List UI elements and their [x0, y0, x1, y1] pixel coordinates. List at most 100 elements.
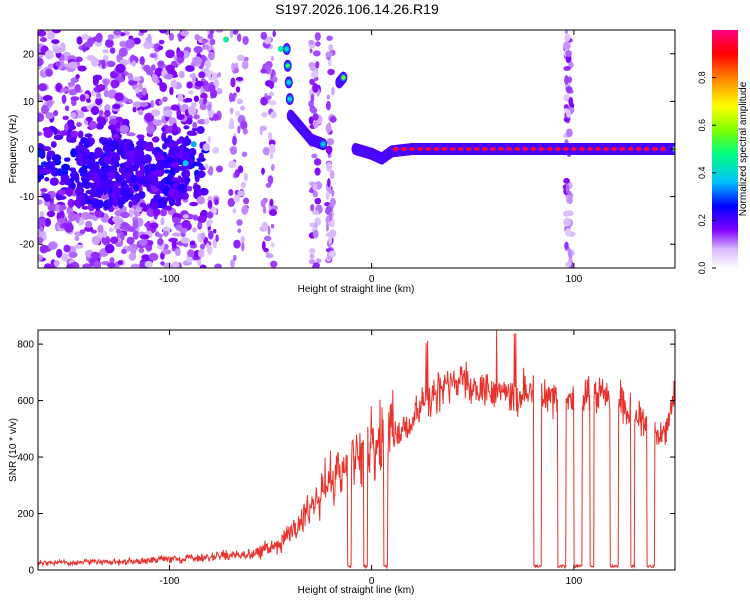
- spectrogram-cell: [163, 109, 173, 117]
- spectrogram-cell: [473, 147, 480, 151]
- spectrogram-cell: [132, 101, 142, 108]
- spectrogram-cell: [193, 189, 202, 198]
- spectrogram-cell: [85, 220, 93, 229]
- spectrogram-cell: [110, 236, 119, 244]
- spectrogram-cell: [312, 262, 321, 268]
- spectrogram-cell: [309, 222, 315, 228]
- spectrogram-cell: [202, 143, 211, 152]
- spectrogram-cell: [237, 33, 242, 42]
- spectrogram-cell: [154, 231, 160, 237]
- spectrogram-cell: [144, 112, 155, 122]
- spectrogram-cell: [132, 162, 140, 170]
- spectrogram-cell: [146, 124, 156, 135]
- spectrogram-cell: [329, 197, 336, 207]
- spectrogram-cell: [627, 147, 634, 151]
- spectrogram-cell: [39, 144, 45, 149]
- spectrogram-cell: [311, 69, 319, 78]
- spectrogram-cell: [284, 46, 289, 52]
- spectrogram-cell: [235, 76, 244, 81]
- spectrogram-cell: [128, 252, 137, 261]
- spectrogram-cell: [148, 252, 159, 261]
- spectrogram-cell: [159, 199, 167, 209]
- spectrogram-cell: [147, 33, 152, 44]
- snr-panel: -100 0 100 0 200 400 600 800 Height of straight…: [8, 329, 676, 596]
- spectrogram-cell: [44, 177, 50, 182]
- spectrogram-ytick-label: 10: [23, 97, 35, 108]
- spectrogram-cell: [81, 196, 87, 206]
- spectrogram-cell: [196, 196, 206, 205]
- spectrogram-cell: [128, 98, 133, 104]
- spectrogram-cell: [106, 60, 116, 68]
- spectrogram-cell: [135, 170, 145, 178]
- spectrogram-cell: [40, 188, 48, 193]
- spectrogram-cell: [177, 175, 182, 184]
- spectrogram-cell: [206, 211, 214, 219]
- spectrogram-cell: [568, 61, 574, 69]
- spectrogram-cell: [261, 221, 269, 230]
- spectrogram-cell: [449, 147, 456, 151]
- spectrogram-cell: [146, 207, 156, 217]
- spectrogram-cell: [270, 242, 275, 248]
- spectrogram-cell: [208, 230, 214, 240]
- spectrogram-cell: [308, 248, 316, 254]
- spectrogram-cell: [325, 223, 329, 232]
- spectrogram-cell: [55, 61, 61, 67]
- spectrogram-cell: [263, 235, 272, 242]
- snr-ytick-label: 600: [17, 396, 34, 407]
- spectrogram-cell: [207, 109, 215, 118]
- spectrogram-cell: [117, 260, 124, 266]
- spectrogram-cell: [76, 181, 83, 191]
- spectrogram-cell: [102, 49, 109, 54]
- spectrogram-cell: [331, 189, 335, 197]
- spectrogram-cell: [151, 169, 161, 178]
- spectrogram-cell: [74, 84, 81, 93]
- spectrogram-cell: [104, 104, 111, 113]
- spectrogram-cell: [206, 244, 213, 255]
- spectrogram-cell: [52, 127, 58, 136]
- spectrogram-cell: [204, 59, 211, 69]
- spectrogram-cell: [213, 228, 217, 234]
- spectrogram-xtick-label: 0: [369, 274, 375, 285]
- spectrogram-cell: [94, 147, 103, 156]
- spectrogram-cell: [563, 217, 572, 227]
- spectrogram-cell: [313, 122, 319, 129]
- spectrogram-cell: [100, 194, 109, 200]
- spectrogram-cell: [538, 147, 545, 151]
- spectrogram-cell: [100, 154, 105, 165]
- spectrogram-cell: [237, 190, 246, 197]
- spectrogram-cell: [126, 132, 136, 137]
- spectrogram-cell: [417, 147, 424, 151]
- spectrogram-cell: [176, 138, 182, 145]
- spectrogram-cell: [565, 261, 572, 268]
- spectrogram-cell: [180, 30, 189, 37]
- spectrogram-cell: [314, 167, 321, 176]
- spectrogram-cell: [38, 30, 47, 37]
- spectrogram-cell: [155, 79, 160, 84]
- colorbar-gradient: [712, 30, 738, 268]
- spectrogram-cell: [567, 196, 573, 205]
- spectrogram-cell: [184, 97, 193, 103]
- snr-ytick-label: 0: [28, 566, 34, 577]
- spectrogram-cell: [57, 189, 67, 196]
- spectrogram-cell: [611, 147, 618, 151]
- spectrogram-cell: [131, 60, 136, 67]
- spectrogram-cell: [145, 240, 154, 246]
- spectrogram-cell: [64, 105, 70, 112]
- spectrogram-cell: [119, 195, 129, 203]
- spectrogram-cell: [243, 197, 250, 205]
- spectrogram-cell: [514, 147, 521, 151]
- spectrogram-cell: [216, 88, 223, 95]
- snr-xlabel: Height of straight line (km): [298, 585, 415, 596]
- spectrogram-cell: [277, 46, 284, 52]
- spectrogram-cell: [170, 104, 180, 111]
- spectrogram-cell: [136, 134, 145, 139]
- spectrogram-cell: [204, 44, 210, 50]
- spectrogram-cell: [341, 75, 346, 80]
- spectrogram-cell: [635, 147, 642, 151]
- spectrogram-cell: [74, 235, 80, 241]
- spectrogram-cell: [312, 190, 318, 198]
- spectrogram-cell: [90, 106, 100, 116]
- spectrogram-cell: [530, 147, 537, 151]
- spectrogram-cell: [314, 197, 322, 205]
- spectrogram-cell: [212, 113, 219, 121]
